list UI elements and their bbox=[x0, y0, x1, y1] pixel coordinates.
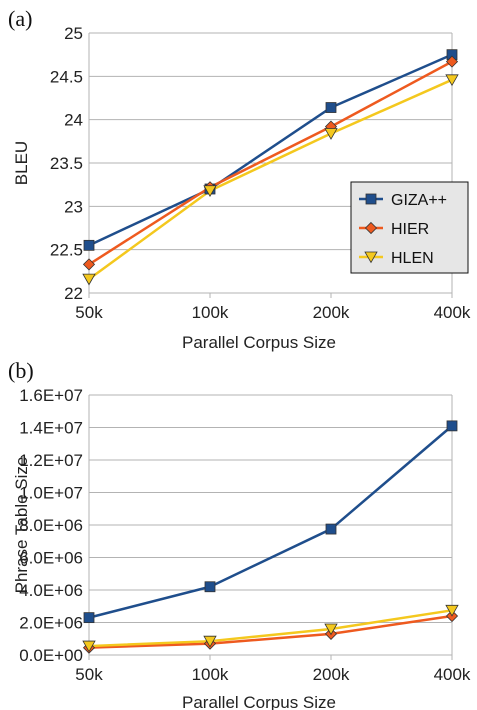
series-line-hier bbox=[88, 60, 453, 266]
data-point-hlen bbox=[82, 640, 96, 653]
y-axis-title: BLEU bbox=[12, 141, 31, 185]
x-tick-label: 400k bbox=[434, 303, 471, 322]
y-tick-label: 23.5 bbox=[50, 154, 83, 173]
y-tick-label: 1.0E+07 bbox=[19, 484, 83, 503]
x-tick-label: 200k bbox=[313, 665, 350, 684]
y-tick-label: 6.0E+06 bbox=[19, 549, 83, 568]
x-axis-title: Parallel Corpus Size bbox=[182, 333, 336, 352]
y-tick-label: 23 bbox=[64, 197, 83, 216]
y-tick-label: 4.0E+06 bbox=[19, 581, 83, 600]
y-tick-label: 25 bbox=[64, 24, 83, 43]
data-point-hlen bbox=[203, 185, 217, 198]
data-point-hlen bbox=[324, 128, 338, 140]
series-line-giza bbox=[88, 53, 453, 247]
series-line-hier bbox=[88, 614, 453, 649]
data-point-hier bbox=[445, 55, 459, 68]
series-line-hlen bbox=[88, 609, 453, 648]
data-point-giza bbox=[325, 523, 337, 535]
data-point-hlen bbox=[445, 604, 459, 617]
bleu-chart: (a) 22 22.5 23 23.5 24 24.5 25 50k 100k 200k 400k BL… bbox=[8, 6, 471, 352]
x-axis-title: Parallel Corpus Size bbox=[182, 693, 336, 710]
y-tick-label: 1.2E+07 bbox=[19, 451, 83, 470]
y-tick-label: 24.5 bbox=[50, 67, 83, 86]
legend-marker-hlen bbox=[364, 251, 378, 264]
data-point-hlen bbox=[82, 273, 96, 286]
x-tick-label: 100k bbox=[192, 665, 229, 684]
legend-label-giza: GIZA++ bbox=[391, 192, 447, 209]
legend-label-hlen: HLEN bbox=[391, 250, 434, 267]
data-point-giza bbox=[325, 102, 337, 113]
x-tick-label: 100k bbox=[192, 303, 229, 322]
x-tick-label: 400k bbox=[434, 665, 471, 684]
legend-marker-giza bbox=[365, 193, 377, 205]
series-line-giza bbox=[88, 424, 453, 619]
x-tick-label: 50k bbox=[75, 665, 103, 684]
y-tick-label: 22 bbox=[64, 284, 83, 303]
x-tick-label: 200k bbox=[313, 303, 350, 322]
data-point-giza bbox=[83, 612, 95, 624]
y-tick-label: 1.4E+07 bbox=[19, 419, 83, 438]
x-tick-label: 50k bbox=[75, 303, 103, 322]
legend: GIZA++ HIER HLEN bbox=[350, 181, 469, 274]
y-tick-label: 24 bbox=[64, 111, 83, 130]
y-tick-label: 1.6E+07 bbox=[19, 386, 83, 405]
panel-label: (a) bbox=[8, 6, 32, 31]
panel-label: (b) bbox=[8, 358, 34, 383]
series-line-hlen bbox=[88, 78, 453, 281]
phrase-table-size-chart: (b) 0.0E+00 2.0E+06 4.0E+06 6.0E+06 8.0E+06 1.… bbox=[8, 358, 471, 710]
y-axis-title: Phrase Table Size bbox=[12, 457, 31, 594]
y-tick-label: 2.0E+06 bbox=[19, 614, 83, 633]
data-point-giza bbox=[83, 239, 95, 251]
y-tick-label: 22.5 bbox=[50, 241, 83, 260]
data-point-hlen bbox=[203, 635, 217, 648]
data-point-giza bbox=[204, 581, 216, 593]
data-point-giza bbox=[446, 420, 458, 432]
y-tick-label: 0.0E+00 bbox=[19, 646, 83, 665]
y-tick-label: 8.0E+06 bbox=[19, 516, 83, 535]
data-point-hier bbox=[82, 258, 96, 271]
data-point-hlen bbox=[324, 623, 338, 636]
legend-label-hier: HIER bbox=[391, 221, 429, 238]
data-point-hlen bbox=[445, 74, 459, 87]
legend-marker-hier bbox=[364, 221, 378, 235]
